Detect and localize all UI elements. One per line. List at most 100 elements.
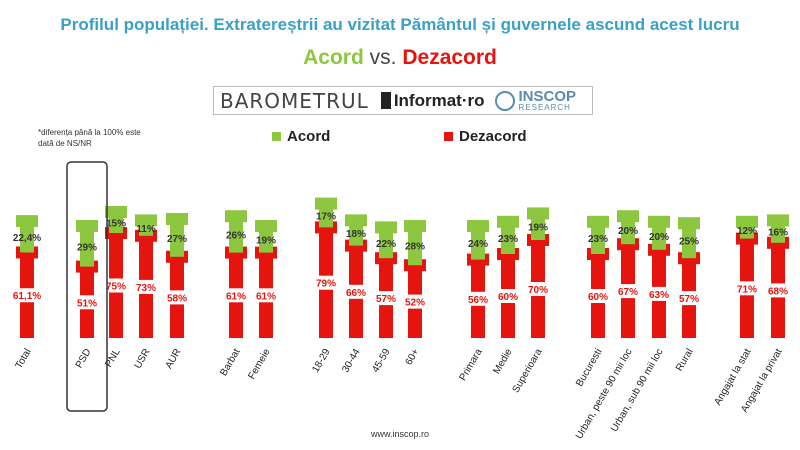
data-label-acord: 25% <box>679 237 699 248</box>
data-label-acord: 23% <box>498 234 518 245</box>
bar-acord-cap <box>587 215 609 228</box>
footer-url: www.inscop.ro <box>370 429 430 439</box>
data-label-acord: 20% <box>649 232 669 243</box>
data-label-acord: 20% <box>618 226 638 237</box>
data-label-dezacord: 61% <box>256 291 276 302</box>
category-tick-label: Primara <box>458 347 485 383</box>
data-label-acord: 22,4% <box>13 233 41 244</box>
data-label-dezacord: 56% <box>468 295 488 306</box>
bar-acord <box>501 221 515 254</box>
bar-acord-cap <box>678 217 700 230</box>
category-tick-label: 30-44 <box>340 347 363 375</box>
inscop-logo-text: INSCOP <box>518 87 577 105</box>
informat-mark-icon <box>380 92 391 109</box>
bar-acord-cap <box>404 220 426 232</box>
data-label-dezacord: 67% <box>618 287 638 298</box>
category-tick-label: Superioara <box>511 347 545 395</box>
data-label-acord: 19% <box>528 223 548 234</box>
data-label-bg <box>762 283 794 298</box>
bar-acord <box>591 221 605 254</box>
bar-acord-cap <box>76 220 98 232</box>
inscop-mark-icon <box>494 90 515 111</box>
bar-acord-cap <box>135 214 157 227</box>
data-label-bg <box>582 289 614 303</box>
barometrul-logo: BAROMETRUL <box>220 88 369 113</box>
data-label-acord: 28% <box>405 242 425 253</box>
sponsor-logos: BAROMETRUL Informat·ro INSCOP RESEARCH <box>213 86 593 115</box>
data-label-bg <box>310 275 342 290</box>
legend-acord-swatch <box>272 132 281 141</box>
data-label-bg <box>340 284 372 299</box>
category-tick-label: Femeie <box>246 347 272 382</box>
subtitle-dezacord: Dezacord <box>402 46 497 69</box>
data-label-dezacord: 68% <box>768 286 788 297</box>
data-label-dezacord: 58% <box>167 293 187 304</box>
data-label-bg <box>71 295 103 310</box>
legend-dezacord-label: Dezacord <box>459 128 527 145</box>
data-label-bg <box>612 284 644 299</box>
data-label-acord: 18% <box>346 229 366 240</box>
data-label-dezacord: 71% <box>737 284 757 295</box>
bar-acord <box>170 219 184 257</box>
bar-acord-cap <box>648 215 670 228</box>
data-label-acord: 19% <box>256 235 276 246</box>
bar-acord <box>349 220 363 246</box>
bar-acord-cap <box>315 197 337 210</box>
data-label-acord: 12% <box>737 226 757 237</box>
bar-acord-cap <box>736 215 758 228</box>
data-label-dezacord: 70% <box>528 285 548 296</box>
informat-logo: Informat·ro <box>375 91 491 111</box>
data-label-bg <box>11 288 43 303</box>
category-tick-label: PSD <box>74 347 94 370</box>
bar-acord <box>531 213 545 240</box>
data-label-bg <box>492 289 524 303</box>
category-tick-label: AUR <box>164 347 184 371</box>
legend-acord-label: Acord <box>287 128 331 145</box>
data-label-dezacord: 66% <box>346 288 366 299</box>
data-label-bg <box>399 294 431 309</box>
category-tick-label: 45-59 <box>370 347 393 375</box>
data-label-acord: 16% <box>768 228 788 239</box>
bar-acord <box>379 227 393 259</box>
category-tick-label: Barbat <box>218 347 242 378</box>
data-label-acord: 27% <box>167 234 187 245</box>
inscop-logo: INSCOP RESEARCH <box>491 87 581 112</box>
legend-dezacord: Dezacord <box>444 128 527 145</box>
bar-acord-cap <box>16 215 38 228</box>
data-label-acord: 22% <box>376 239 396 250</box>
bar-acord-cap <box>617 210 639 223</box>
data-label-bg <box>370 291 402 306</box>
subtitle-acord: Acord <box>303 46 364 69</box>
bar-acord <box>80 226 94 267</box>
footnote: *diferența până la 100% este dată de NS/… <box>38 128 141 148</box>
bar-acord-cap <box>467 220 489 232</box>
data-label-bg <box>673 291 705 306</box>
data-label-bg <box>522 282 554 296</box>
category-tick-label: Bucuresti <box>574 347 604 389</box>
data-label-dezacord: 52% <box>405 298 425 309</box>
category-tick-label: USR <box>133 347 153 371</box>
bar-acord <box>621 216 635 245</box>
bar-acord <box>408 226 422 266</box>
chart-subtitle: Acord vs. Dezacord <box>0 46 800 70</box>
bar-acord <box>229 216 243 253</box>
category-tick-label: Urban, peste 90 mii loc <box>574 347 635 441</box>
data-label-dezacord: 60% <box>588 292 608 303</box>
data-label-acord: 17% <box>316 212 336 223</box>
bar-acord <box>682 223 696 259</box>
data-label-bg <box>643 286 675 301</box>
informat-logo-text: Informat·ro <box>393 90 485 110</box>
psd-highlight-frame <box>66 161 108 412</box>
data-label-acord: 15% <box>106 219 126 230</box>
data-label-acord: 11% <box>136 224 156 235</box>
data-label-dezacord: 57% <box>376 294 396 305</box>
inscop-logo-subtext: RESEARCH <box>518 102 571 112</box>
legend-acord: Acord <box>272 128 330 145</box>
bar-acord <box>259 226 273 253</box>
chart-title: Profilul populației. Extratereștrii au v… <box>60 15 740 34</box>
category-tick-label: Medie <box>491 347 514 376</box>
category-tick-label: 18-29 <box>310 347 333 375</box>
bar-acord-cap <box>105 206 127 218</box>
data-label-dezacord: 61% <box>226 291 246 302</box>
